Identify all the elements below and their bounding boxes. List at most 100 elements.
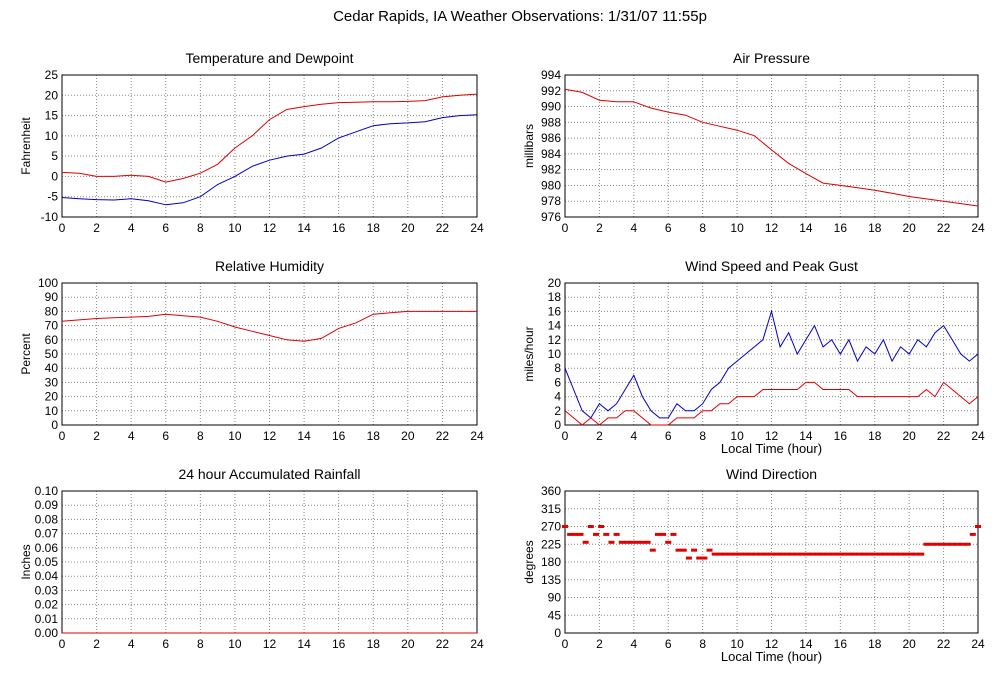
y-tick-label: 14 [548,319,562,333]
data-point [644,540,651,544]
y-tick-label: 15 [45,109,59,123]
y-axis-label: Inches [19,544,33,579]
x-tick-label: 24 [470,429,484,443]
data-point [830,552,837,556]
data-point [670,532,677,536]
data-point [840,552,847,556]
data-point [716,552,723,556]
x-tick-label: 0 [59,429,66,443]
x-tick-label: 16 [834,637,848,651]
y-tick-label: 0.00 [35,626,59,640]
x-tick-label: 22 [937,429,951,443]
data-point [773,552,780,556]
data-point [856,552,863,556]
y-axis-label: Percent [19,333,33,375]
y-tick-label: 0.04 [35,569,59,583]
data-point [913,552,920,556]
data-point [753,552,760,556]
data-point [851,552,858,556]
y-tick-label: 0 [554,626,561,640]
y-tick-label: 70 [45,319,59,333]
data-point [758,552,765,556]
x-tick-label: 24 [971,429,985,443]
y-tick-label: 0.09 [35,498,59,512]
x-tick-label: 24 [470,221,484,235]
y-tick-label: 0 [554,418,561,432]
y-tick-label: 0.07 [35,527,59,541]
y-tick-label: 80 [45,304,59,318]
data-point [861,552,868,556]
x-tick-label: 2 [596,221,603,235]
x-tick-label: 24 [971,637,985,651]
x-tick-label: 2 [596,637,603,651]
y-tick-label: 0.03 [35,583,59,597]
x-tick-label: 8 [699,221,706,235]
plot-frame [564,74,979,218]
x-tick-label: 16 [834,429,848,443]
x-tick-label: 2 [93,429,100,443]
y-tick-label: 30 [45,375,59,389]
x-tick-label: 16 [332,221,346,235]
x-tick-label: 14 [297,429,311,443]
y-tick-label: 982 [541,163,561,177]
y-tick-label: 0 [51,418,58,432]
data-point [587,525,594,528]
data-point [938,542,945,546]
y-tick-label: 0 [51,169,58,183]
data-point [603,532,610,536]
x-tick-label: 2 [596,429,603,443]
chart-title: Temperature and Dewpoint [185,50,353,66]
y-tick-label: 315 [541,502,561,516]
x-tick-label: 18 [868,429,882,443]
data-point [969,532,976,536]
y-tick-label: 90 [548,591,562,605]
y-tick-label: 5 [51,149,58,163]
data-point [887,552,894,556]
y-tick-label: 100 [38,276,58,290]
x-tick-label: 22 [436,429,450,443]
data-point [654,532,661,536]
x-tick-label: 4 [128,221,135,235]
data-point [623,540,630,544]
y-tick-label: 50 [45,347,59,361]
y-tick-label: 12 [548,333,562,347]
chart-title: Wind Speed and Peak Gust [685,258,858,274]
x-tick-label: 4 [128,429,135,443]
data-point [907,552,914,556]
x-tick-label: 22 [436,221,450,235]
y-tick-label: 0.10 [35,484,59,498]
x-tick-label: 10 [228,221,242,235]
x-tick-label: 4 [630,637,637,651]
y-tick-label: 10 [45,129,59,143]
data-point [722,552,729,556]
x-tick-label: 12 [263,221,277,235]
data-point [598,525,605,528]
data-point [897,552,904,556]
y-tick-label: 45 [548,608,562,622]
x-tick-label: 6 [162,637,169,651]
x-tick-label: 4 [128,637,135,651]
x-tick-label: 10 [228,637,242,651]
y-tick-label: 225 [541,537,561,551]
data-point [902,552,909,556]
x-tick-label: 0 [562,221,569,235]
y-tick-label: 994 [541,68,561,82]
y-axis-label: millibars [522,124,536,168]
x-tick-label: 0 [562,637,569,651]
x-tick-label: 10 [730,221,744,235]
x-tick-label: 12 [765,637,779,651]
series-line-red [564,88,979,207]
x-tick-label: 16 [332,429,346,443]
x-tick-label: 0 [59,637,66,651]
data-point [582,540,589,544]
data-point [933,542,940,546]
x-tick-label: 20 [401,429,415,443]
data-point [727,552,734,556]
x-tick-label: 6 [162,221,169,235]
data-point [871,552,878,556]
y-tick-label: 18 [548,290,562,304]
data-point [675,548,682,552]
data-point [639,540,646,544]
data-point [809,552,816,556]
